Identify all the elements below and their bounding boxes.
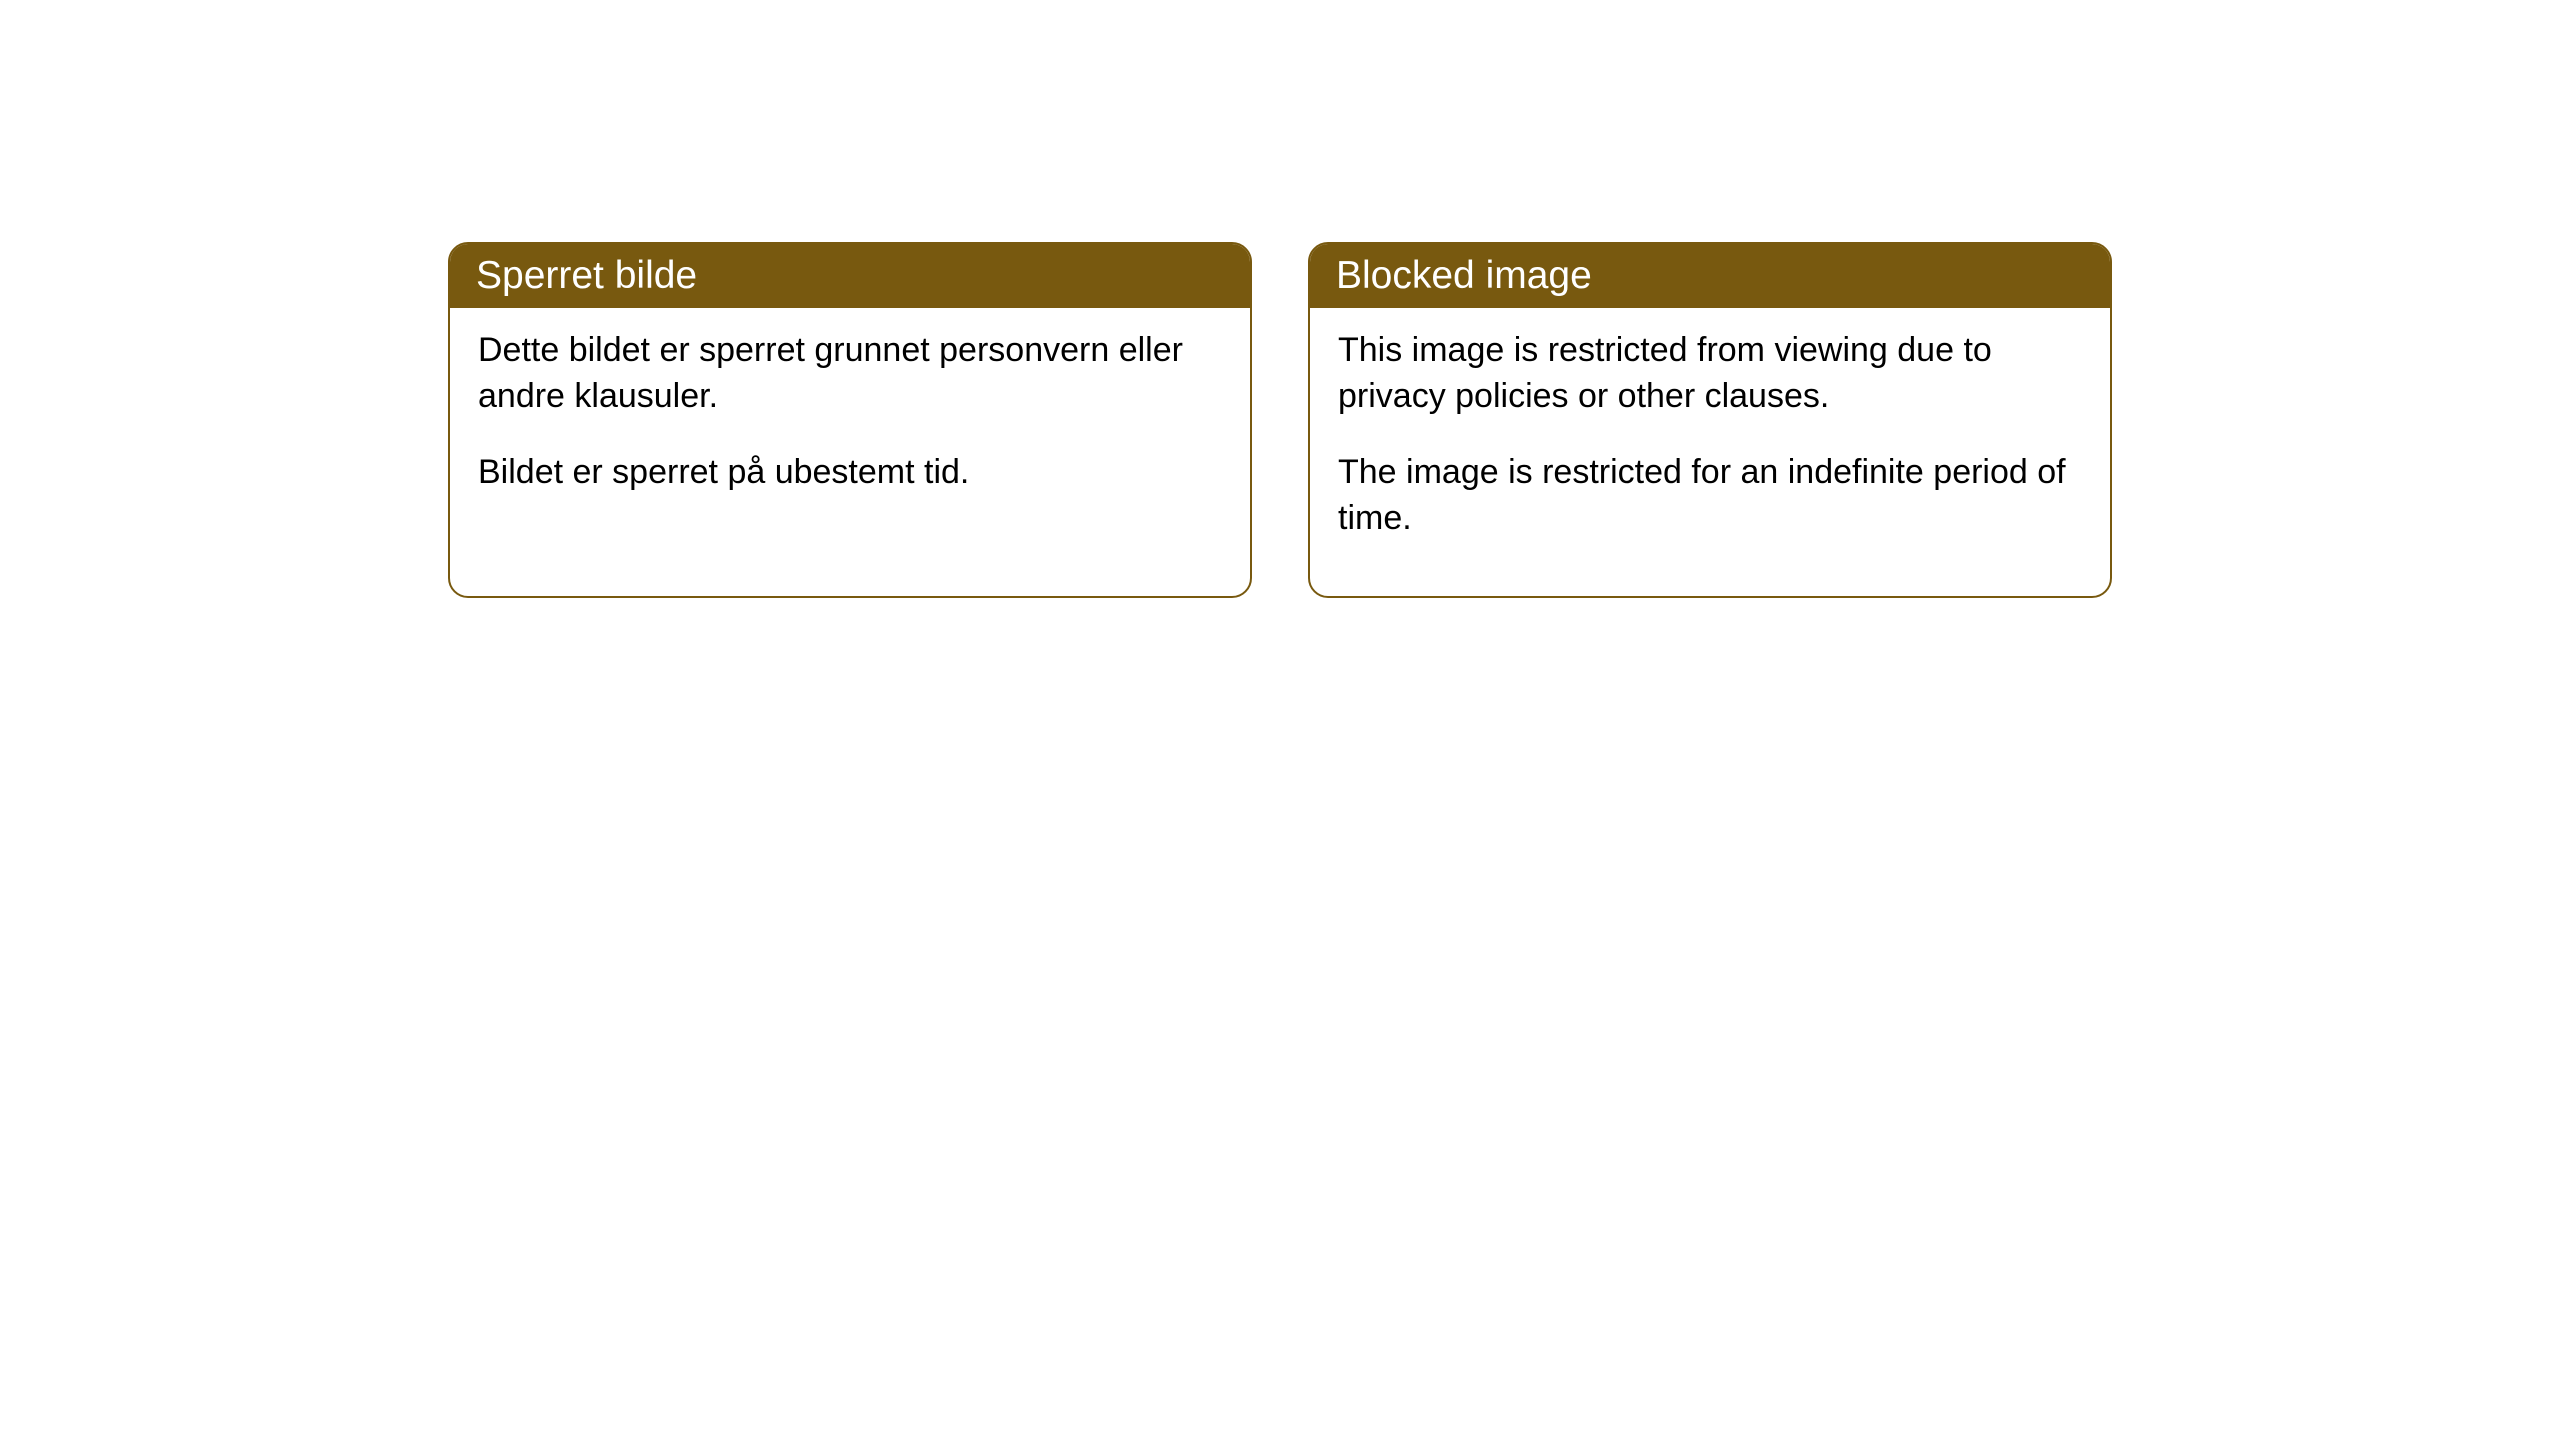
card-body: Dette bildet er sperret grunnet personve… xyxy=(450,308,1250,550)
card-paragraph: Bildet er sperret på ubestemt tid. xyxy=(478,450,1222,496)
blocked-image-card-english: Blocked image This image is restricted f… xyxy=(1308,242,2112,598)
card-header: Sperret bilde xyxy=(450,244,1250,308)
card-title: Sperret bilde xyxy=(476,254,697,297)
card-body: This image is restricted from viewing du… xyxy=(1310,308,2110,596)
cards-container: Sperret bilde Dette bildet er sperret gr… xyxy=(0,0,2560,840)
card-header: Blocked image xyxy=(1310,244,2110,308)
card-paragraph: The image is restricted for an indefinit… xyxy=(1338,450,2082,542)
blocked-image-card-norwegian: Sperret bilde Dette bildet er sperret gr… xyxy=(448,242,1252,598)
card-paragraph: Dette bildet er sperret grunnet personve… xyxy=(478,328,1222,420)
card-title: Blocked image xyxy=(1336,254,1592,297)
card-paragraph: This image is restricted from viewing du… xyxy=(1338,328,2082,420)
